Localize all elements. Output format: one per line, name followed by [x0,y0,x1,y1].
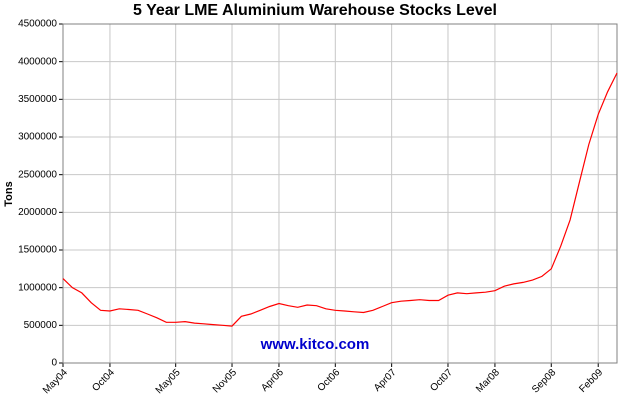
y-tick-label: 1000000 [18,282,57,293]
y-axis-label: Tons [3,181,15,206]
x-tick-label: Feb09 [577,367,605,395]
x-tick-label: Nov05 [211,367,240,396]
y-tick-label: 3000000 [18,132,57,143]
watermark: www.kitco.com [260,336,370,353]
x-tick-label: Mar08 [474,367,502,395]
x-tick-label: Apr07 [372,367,399,394]
x-tick-label: Apr06 [259,367,286,394]
x-tick-label: May05 [154,367,183,396]
plot-frame [62,23,618,364]
x-tick-label: Oct06 [316,367,343,394]
x-tick-label: May04 [41,367,70,396]
x-tick-label: Oct04 [90,367,117,394]
x-tick-label: Oct07 [428,367,455,394]
y-tick-label: 2000000 [18,207,57,218]
chart-title: 5 Year LME Aluminium Warehouse Stocks Le… [133,2,497,19]
y-tick-label: 1500000 [18,245,57,256]
y-tick-label: 3500000 [18,94,57,105]
plot-area [63,24,617,363]
y-tick-label: 0 [51,358,57,369]
y-tick-label: 4000000 [18,56,57,67]
y-tick-label: 4500000 [18,19,57,30]
data-line [62,72,618,327]
x-tick-label: Sep08 [530,367,559,396]
y-tick-label: 500000 [24,320,58,331]
y-tick-label: 2500000 [18,169,57,180]
